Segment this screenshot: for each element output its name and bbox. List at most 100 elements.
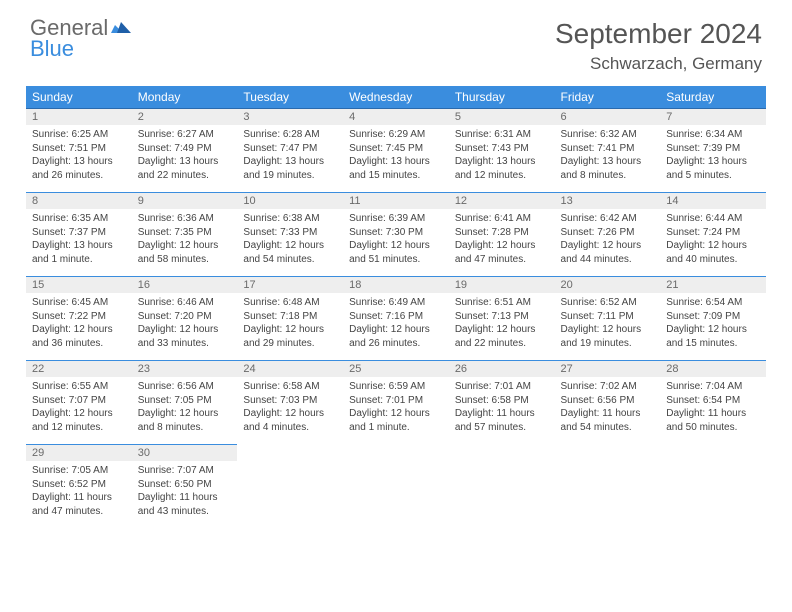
week-detail-row: Sunrise: 6:45 AMSunset: 7:22 PMDaylight:… <box>26 293 766 361</box>
dow-sunday: Sunday <box>26 86 132 109</box>
day-detail-cell: Sunrise: 7:05 AMSunset: 6:52 PMDaylight:… <box>26 461 132 528</box>
dow-wednesday: Wednesday <box>343 86 449 109</box>
day-number-cell: 15 <box>26 277 132 294</box>
daylight-line: Daylight: 13 hours and 8 minutes. <box>561 155 655 182</box>
day-number-cell: 11 <box>343 193 449 210</box>
sunrise-line: Sunrise: 6:56 AM <box>138 380 232 394</box>
day-number-cell <box>237 445 343 462</box>
daylight-line: Daylight: 12 hours and 36 minutes. <box>32 323 126 350</box>
daylight-line: Daylight: 11 hours and 54 minutes. <box>561 407 655 434</box>
daylight-line: Daylight: 13 hours and 1 minute. <box>32 239 126 266</box>
day-number-cell: 23 <box>132 361 238 378</box>
day-number-cell: 17 <box>237 277 343 294</box>
day-number-cell: 7 <box>660 109 766 126</box>
day-number-cell <box>449 445 555 462</box>
day-number-cell: 20 <box>555 277 661 294</box>
sunrise-line: Sunrise: 6:58 AM <box>243 380 337 394</box>
day-number-cell: 19 <box>449 277 555 294</box>
dow-friday: Friday <box>555 86 661 109</box>
sunrise-line: Sunrise: 6:25 AM <box>32 128 126 142</box>
daylight-line: Daylight: 12 hours and 22 minutes. <box>455 323 549 350</box>
day-detail-cell: Sunrise: 6:45 AMSunset: 7:22 PMDaylight:… <box>26 293 132 361</box>
sunrise-line: Sunrise: 6:54 AM <box>666 296 760 310</box>
daylight-line: Daylight: 12 hours and 4 minutes. <box>243 407 337 434</box>
week-detail-row: Sunrise: 7:05 AMSunset: 6:52 PM Daylight:… <box>26 461 766 528</box>
week-detail-row: Sunrise: 6:35 AMSunset: 7:37 PMDaylight:… <box>26 209 766 277</box>
daylight-line: Daylight: 13 hours and 22 minutes. <box>138 155 232 182</box>
day-detail-cell: Sunrise: 6:59 AMSunset: 7:01 PMDaylight:… <box>343 377 449 445</box>
week-daynum-row: 2930 <box>26 445 766 462</box>
day-detail-cell <box>660 461 766 528</box>
week-detail-row: Sunrise: 6:25 AMSunset: 7:51 PMDaylight:… <box>26 125 766 193</box>
day-detail-cell: Sunrise: 6:55 AMSunset: 7:07 PMDaylight:… <box>26 377 132 445</box>
day-detail-cell: Sunrise: 6:25 AMSunset: 7:51 PMDaylight:… <box>26 125 132 193</box>
day-detail-cell: Sunrise: 6:46 AMSunset: 7:20 PMDaylight:… <box>132 293 238 361</box>
sunset-line: Sunset: 7:30 PM <box>349 226 443 240</box>
day-detail-cell: Sunrise: 6:28 AMSunset: 7:47 PMDaylight:… <box>237 125 343 193</box>
daylight-line: Daylight: 11 hours and 50 minutes. <box>666 407 760 434</box>
day-number-cell: 24 <box>237 361 343 378</box>
title-block: September 2024 Schwarzach, Germany <box>555 18 762 74</box>
daylight-line: Daylight: 12 hours and 12 minutes. <box>32 407 126 434</box>
day-detail-cell: Sunrise: 6:41 AMSunset: 7:28 PMDaylight:… <box>449 209 555 277</box>
sunset-line: Sunset: 7:01 PM <box>349 394 443 408</box>
day-number-cell: 2 <box>132 109 238 126</box>
sunrise-line: Sunrise: 6:41 AM <box>455 212 549 226</box>
sunrise-line: Sunrise: 6:42 AM <box>561 212 655 226</box>
sunrise-line: Sunrise: 6:36 AM <box>138 212 232 226</box>
day-detail-cell: Sunrise: 6:54 AMSunset: 7:09 PMDaylight:… <box>660 293 766 361</box>
day-detail-cell <box>237 461 343 528</box>
day-number-cell: 10 <box>237 193 343 210</box>
sunrise-line: Sunrise: 6:46 AM <box>138 296 232 310</box>
daylight-line: Daylight: 11 hours and 43 minutes. <box>138 491 232 518</box>
daylight-line: Daylight: 13 hours and 26 minutes. <box>32 155 126 182</box>
sunrise-line: Sunrise: 6:51 AM <box>455 296 549 310</box>
daylight-line: Daylight: 12 hours and 40 minutes. <box>666 239 760 266</box>
day-detail-cell: Sunrise: 6:44 AMSunset: 7:24 PMDaylight:… <box>660 209 766 277</box>
week-daynum-row: 1234567 <box>26 109 766 126</box>
sunrise-line: Sunrise: 7:01 AM <box>455 380 549 394</box>
sunrise-line: Sunrise: 6:29 AM <box>349 128 443 142</box>
sunrise-line: Sunrise: 7:05 AM <box>32 464 126 478</box>
daylight-line: Daylight: 12 hours and 54 minutes. <box>243 239 337 266</box>
sunset-line: Sunset: 6:54 PM <box>666 394 760 408</box>
sunset-line: Sunset: 7:05 PM <box>138 394 232 408</box>
sunrise-line: Sunrise: 7:07 AM <box>138 464 232 478</box>
day-number-cell: 26 <box>449 361 555 378</box>
day-detail-cell: Sunrise: 6:31 AMSunset: 7:43 PMDaylight:… <box>449 125 555 193</box>
daylight-line: Daylight: 11 hours and 57 minutes. <box>455 407 549 434</box>
dow-header-row: Sunday Monday Tuesday Wednesday Thursday… <box>26 86 766 109</box>
daylight-line: Daylight: 12 hours and 15 minutes. <box>666 323 760 350</box>
sunset-line: Sunset: 6:52 PM <box>32 478 126 492</box>
month-title: September 2024 <box>555 18 762 50</box>
sunrise-line: Sunrise: 6:32 AM <box>561 128 655 142</box>
dow-tuesday: Tuesday <box>237 86 343 109</box>
calendar-body: 1234567Sunrise: 6:25 AMSunset: 7:51 PMDa… <box>26 109 766 529</box>
sunset-line: Sunset: 7:43 PM <box>455 142 549 156</box>
day-number-cell: 5 <box>449 109 555 126</box>
flag-icon <box>111 15 131 40</box>
day-number-cell: 21 <box>660 277 766 294</box>
day-detail-cell: Sunrise: 7:04 AMSunset: 6:54 PMDaylight:… <box>660 377 766 445</box>
sunrise-line: Sunrise: 6:34 AM <box>666 128 760 142</box>
brand-logo: General Blue <box>30 18 131 60</box>
sunrise-line: Sunrise: 6:38 AM <box>243 212 337 226</box>
sunset-line: Sunset: 7:22 PM <box>32 310 126 324</box>
sunrise-line: Sunrise: 6:27 AM <box>138 128 232 142</box>
day-number-cell: 28 <box>660 361 766 378</box>
day-number-cell: 4 <box>343 109 449 126</box>
daylight-line: Daylight: 12 hours and 51 minutes. <box>349 239 443 266</box>
sunrise-line: Sunrise: 6:28 AM <box>243 128 337 142</box>
daylight-line: Daylight: 12 hours and 26 minutes. <box>349 323 443 350</box>
sunset-line: Sunset: 7:24 PM <box>666 226 760 240</box>
sunrise-line: Sunrise: 6:35 AM <box>32 212 126 226</box>
sunrise-line: Sunrise: 6:59 AM <box>349 380 443 394</box>
day-number-cell: 29 <box>26 445 132 462</box>
day-number-cell: 14 <box>660 193 766 210</box>
sunset-line: Sunset: 7:26 PM <box>561 226 655 240</box>
sunrise-line: Sunrise: 6:39 AM <box>349 212 443 226</box>
day-detail-cell: Sunrise: 6:27 AMSunset: 7:49 PMDaylight:… <box>132 125 238 193</box>
daylight-line: Daylight: 12 hours and 29 minutes. <box>243 323 337 350</box>
day-detail-cell: Sunrise: 6:58 AMSunset: 7:03 PMDaylight:… <box>237 377 343 445</box>
dow-thursday: Thursday <box>449 86 555 109</box>
